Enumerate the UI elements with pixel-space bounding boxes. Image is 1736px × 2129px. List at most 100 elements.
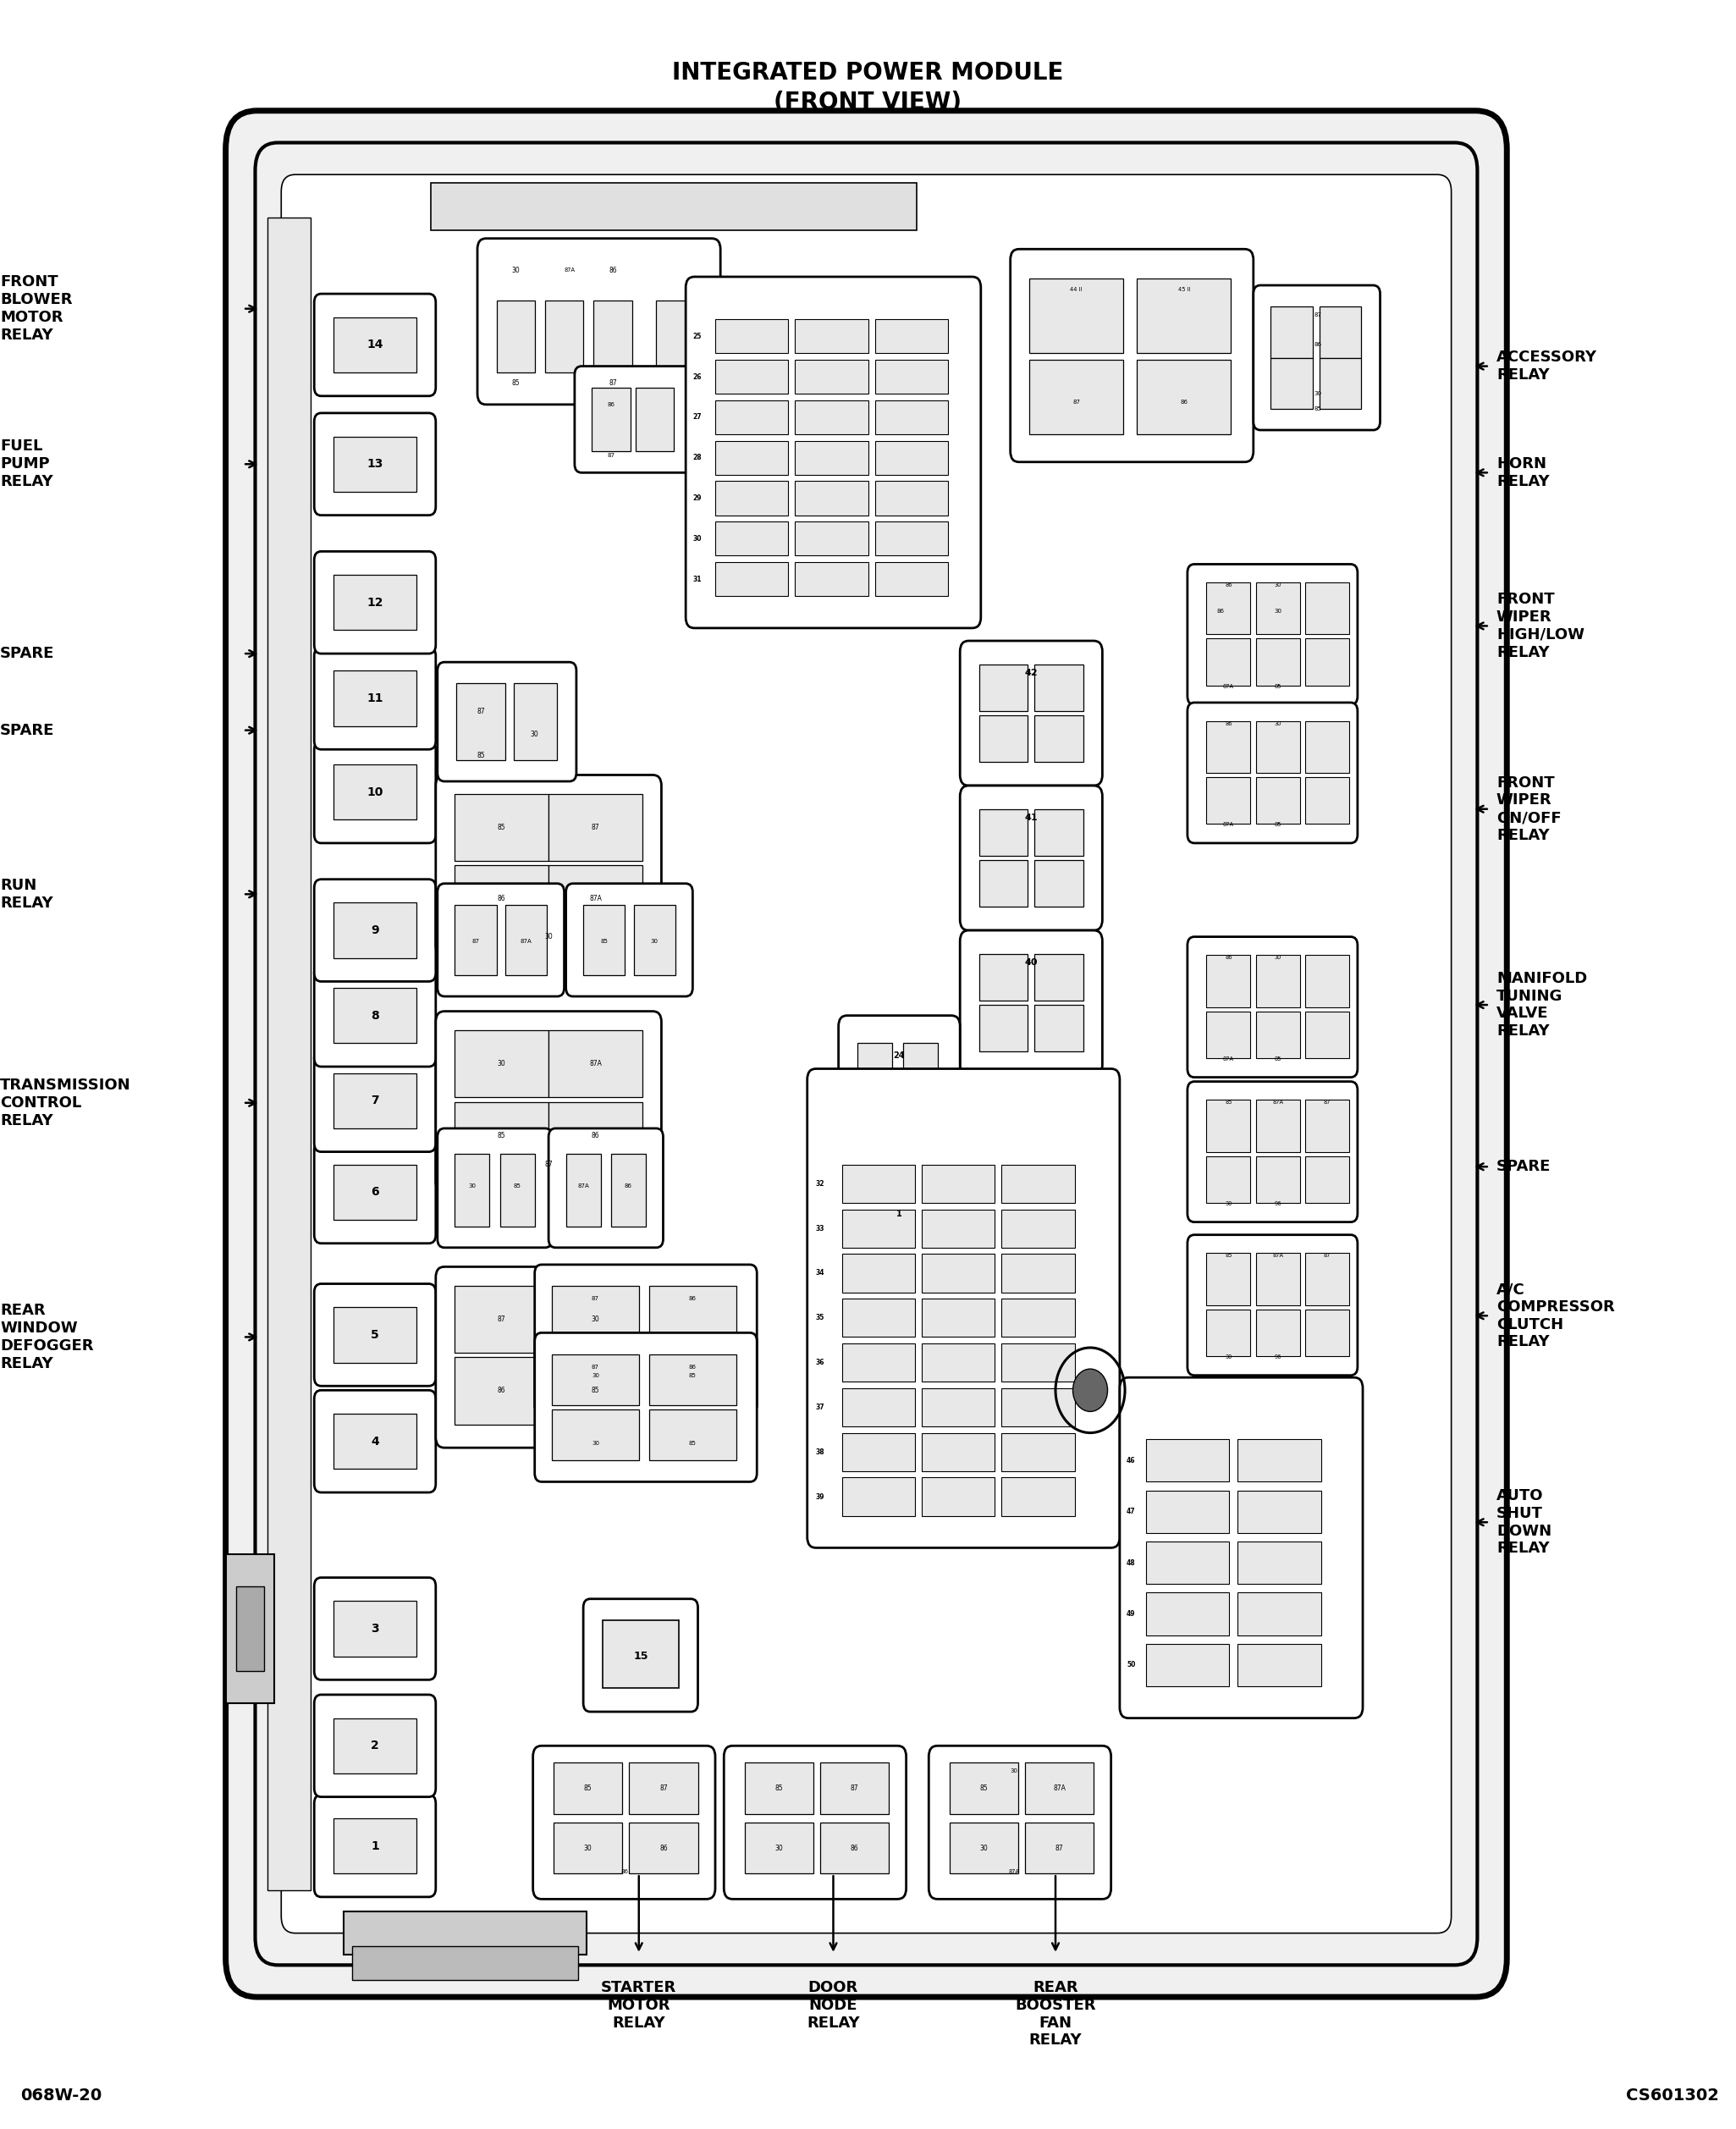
Bar [875, 441, 948, 475]
Text: 7: 7 [372, 1094, 378, 1107]
Bar [875, 562, 948, 596]
Bar [1024, 1822, 1094, 1874]
Text: 30: 30 [592, 1373, 599, 1377]
Bar [1255, 1309, 1300, 1356]
Bar [628, 1822, 698, 1874]
Bar [1035, 715, 1083, 762]
Text: 87A: 87A [521, 939, 531, 943]
Text: 30: 30 [469, 1184, 476, 1188]
Text: 24: 24 [894, 1052, 904, 1060]
Text: 87A: 87A [564, 268, 575, 273]
FancyBboxPatch shape [314, 413, 436, 515]
Text: 86: 86 [660, 1844, 668, 1852]
Bar [795, 481, 868, 515]
Text: 87: 87 [608, 453, 615, 458]
Bar [1207, 1011, 1250, 1058]
Text: 87A: 87A [589, 894, 602, 903]
Bar [352, 1946, 578, 1980]
Text: TRANSMISSION
CONTROL
RELAY: TRANSMISSION CONTROL RELAY [0, 1077, 130, 1128]
Text: REAR
WINDOW
DEFOGGER
RELAY: REAR WINDOW DEFOGGER RELAY [0, 1303, 94, 1371]
Bar [635, 387, 674, 451]
FancyBboxPatch shape [583, 1599, 698, 1712]
FancyBboxPatch shape [929, 1746, 1111, 1899]
Bar [549, 1030, 642, 1096]
FancyBboxPatch shape [960, 930, 1102, 1075]
Text: 33: 33 [816, 1224, 825, 1233]
Text: 5: 5 [372, 1328, 378, 1341]
Text: 85: 85 [512, 379, 519, 387]
Bar [922, 1388, 995, 1426]
Text: 42: 42 [1024, 669, 1038, 677]
Bar [1238, 1439, 1321, 1482]
Text: CS601302: CS601302 [1625, 2086, 1719, 2103]
Bar [1238, 1592, 1321, 1635]
Bar [457, 683, 505, 760]
Bar [455, 1101, 549, 1169]
Bar [1035, 954, 1083, 1001]
FancyBboxPatch shape [314, 879, 436, 981]
Text: 87A: 87A [1272, 1101, 1283, 1105]
Text: 30: 30 [651, 939, 658, 943]
FancyBboxPatch shape [314, 1578, 436, 1680]
Bar [333, 436, 417, 492]
Bar [745, 1763, 812, 1814]
Bar [1207, 1101, 1250, 1152]
Bar [922, 1343, 995, 1382]
Text: DOOR
NODE
RELAY: DOOR NODE RELAY [807, 1980, 859, 2031]
Bar [333, 575, 417, 630]
FancyBboxPatch shape [436, 775, 661, 956]
Bar [554, 1822, 621, 1874]
Bar [875, 319, 948, 353]
Text: 86: 86 [1226, 583, 1233, 588]
Text: 86: 86 [592, 1130, 599, 1139]
Text: 11: 11 [366, 692, 384, 705]
Text: 38: 38 [816, 1448, 825, 1456]
Text: 85: 85 [1274, 1056, 1281, 1062]
Text: 87A: 87A [1222, 1056, 1234, 1062]
FancyBboxPatch shape [314, 294, 436, 396]
FancyBboxPatch shape [226, 111, 1507, 1997]
Text: 29: 29 [693, 494, 701, 502]
FancyBboxPatch shape [535, 1333, 757, 1482]
FancyBboxPatch shape [724, 1746, 906, 1899]
Text: 30: 30 [592, 1316, 599, 1324]
Text: 86: 86 [621, 1869, 628, 1874]
Bar [1002, 1254, 1075, 1292]
Bar [1024, 1763, 1094, 1814]
Bar [1271, 358, 1312, 409]
Text: 30: 30 [1274, 956, 1281, 960]
Text: 36: 36 [816, 1358, 825, 1367]
Text: 87: 87 [1314, 313, 1321, 317]
Bar [795, 319, 868, 353]
Bar [333, 903, 417, 958]
Bar [545, 300, 583, 373]
Text: 50: 50 [1127, 1661, 1135, 1669]
Text: 10: 10 [366, 786, 384, 798]
Text: FRONT
BLOWER
MOTOR
RELAY: FRONT BLOWER MOTOR RELAY [0, 275, 73, 343]
Text: 86: 86 [625, 1184, 632, 1188]
FancyBboxPatch shape [314, 1390, 436, 1492]
Text: 85: 85 [1314, 407, 1321, 411]
Bar [842, 1433, 915, 1471]
Text: 85: 85 [498, 824, 505, 832]
Bar [649, 1286, 736, 1337]
Bar [1305, 583, 1349, 634]
Text: 2: 2 [372, 1739, 378, 1752]
Bar [858, 1201, 892, 1243]
Bar [858, 1258, 892, 1318]
Text: RUN
RELAY: RUN RELAY [0, 877, 54, 911]
Text: 4: 4 [372, 1435, 378, 1448]
Bar [611, 1154, 646, 1226]
Text: (FRONT VIEW): (FRONT VIEW) [774, 89, 962, 115]
Bar [922, 1433, 995, 1471]
Bar [903, 1043, 937, 1086]
Bar [842, 1478, 915, 1516]
Text: 30: 30 [583, 1844, 592, 1852]
FancyBboxPatch shape [1253, 285, 1380, 430]
Bar [549, 1358, 642, 1424]
Bar [1305, 1254, 1349, 1305]
Text: SPARE: SPARE [0, 722, 54, 739]
Text: AUTO
SHUT
DOWN
RELAY: AUTO SHUT DOWN RELAY [1496, 1488, 1552, 1556]
Bar [1146, 1644, 1229, 1686]
Bar [715, 400, 788, 434]
